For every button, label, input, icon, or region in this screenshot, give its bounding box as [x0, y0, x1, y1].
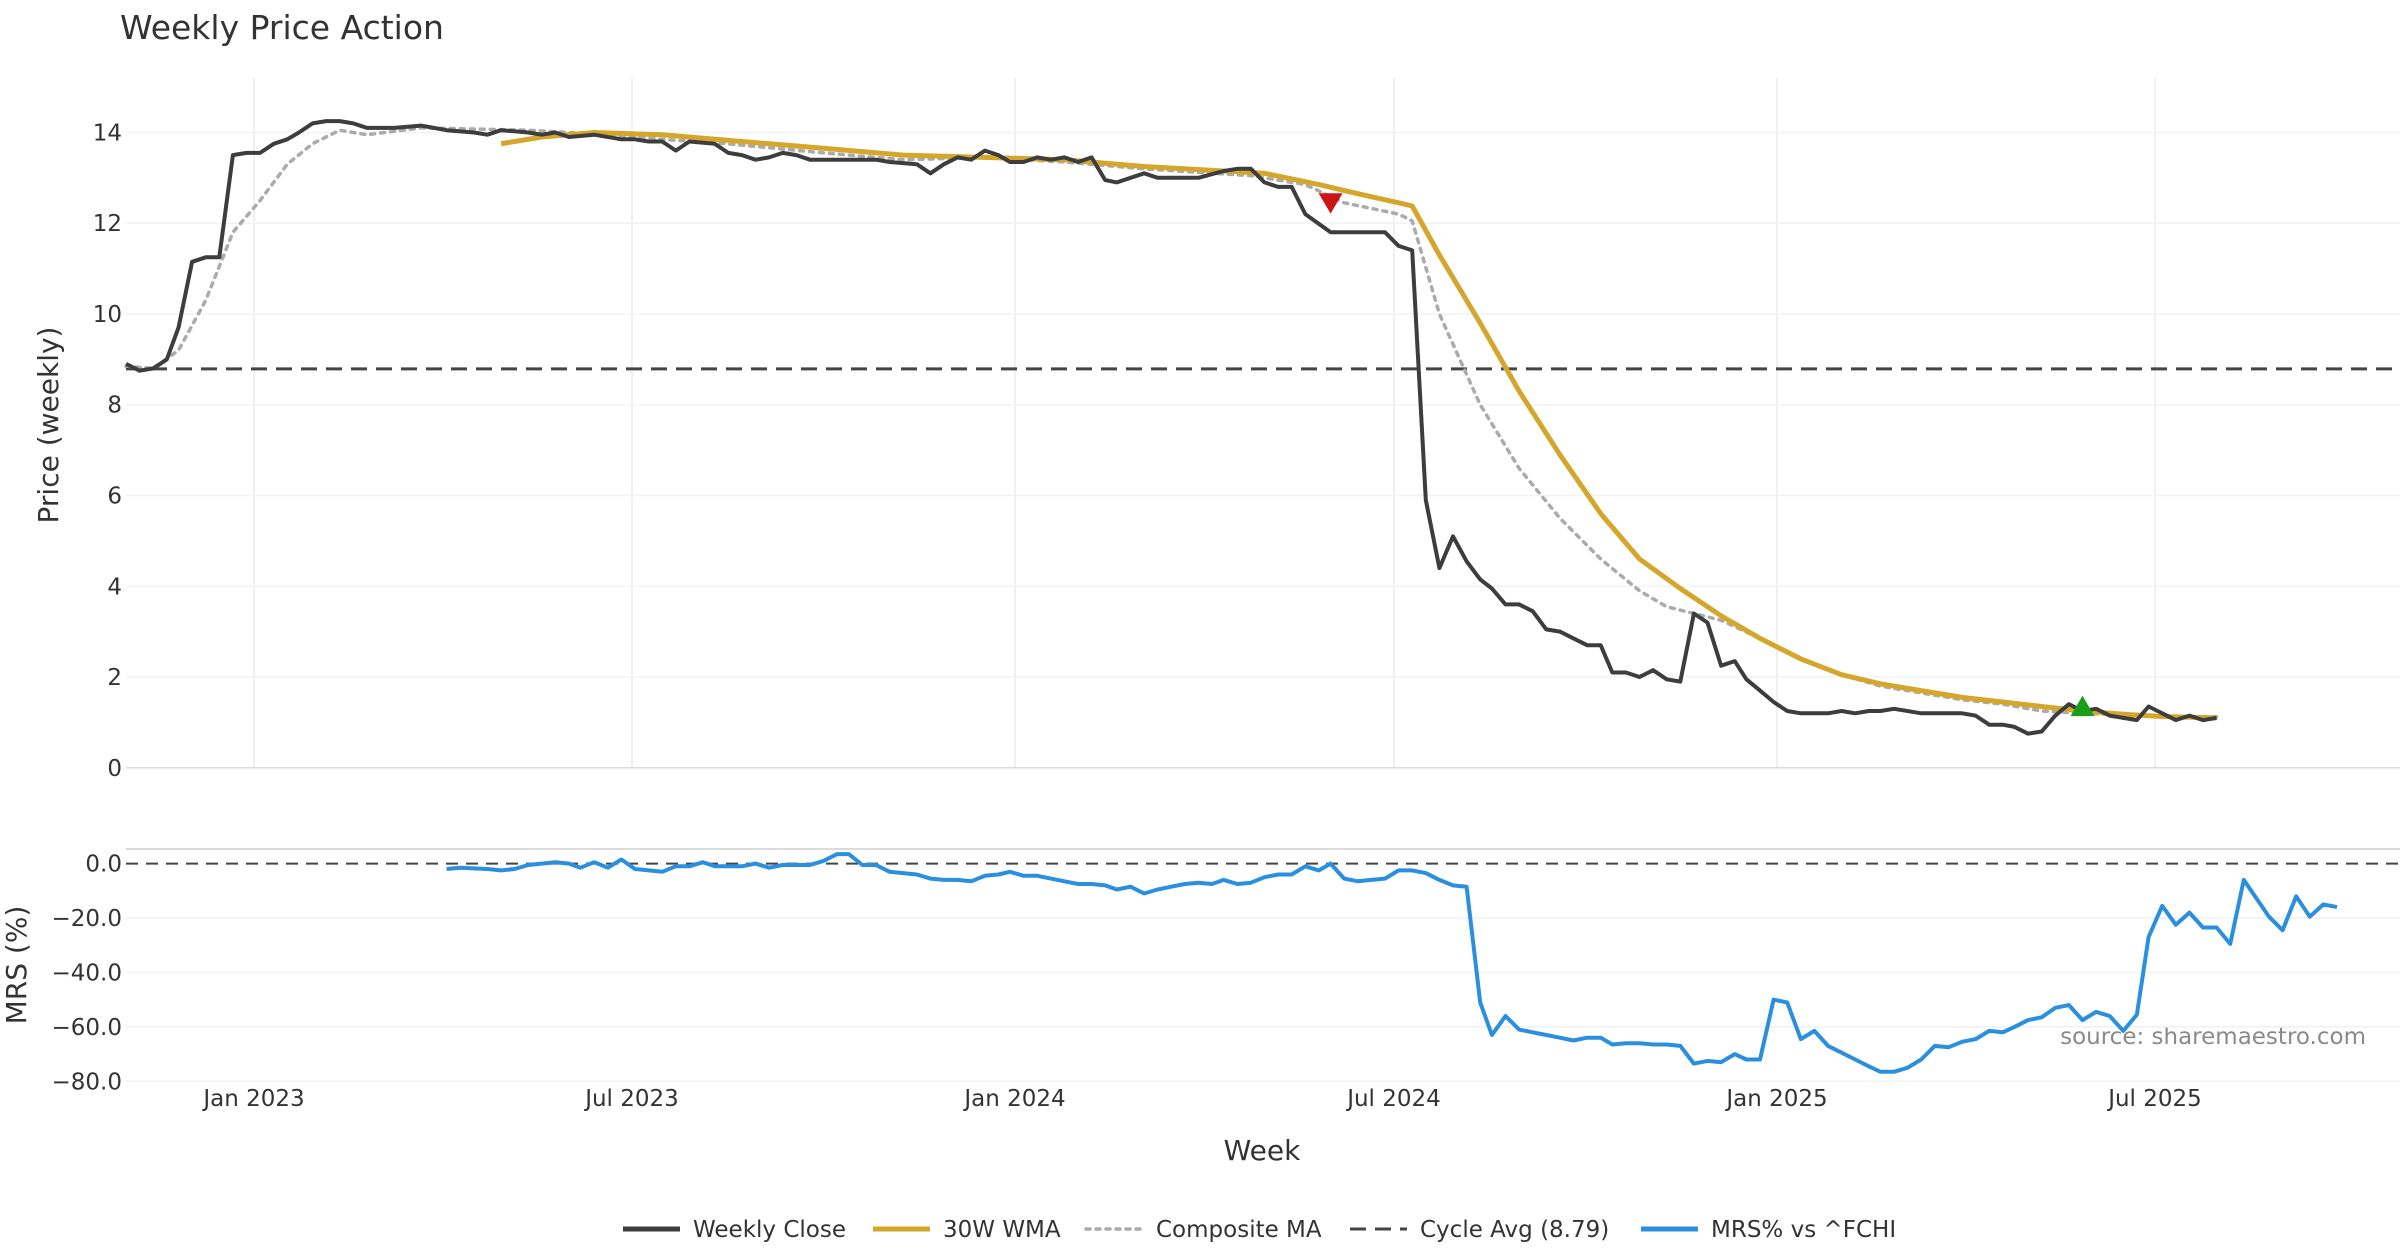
- x-tick-label: Jan 2024: [962, 1086, 1065, 1112]
- mrs-line: [446, 852, 2338, 1074]
- price-tick-label: 6: [107, 483, 122, 509]
- price-tick-label: 8: [107, 393, 122, 419]
- legend-label: MRS% vs ^FCHI: [1711, 1217, 1896, 1243]
- x-tick-label: Jul 2025: [2106, 1086, 2202, 1112]
- x-axis-title: Week: [1224, 1134, 1301, 1167]
- x-tick-label: Jan 2025: [1724, 1086, 1827, 1112]
- composite-ma-line: [124, 126, 2219, 719]
- mrs-tick-label: −40.0: [52, 960, 122, 986]
- x-tick-label: Jul 2024: [1345, 1086, 1441, 1112]
- price-tick-label: 0: [107, 756, 122, 782]
- mrs-tick-label: −80.0: [52, 1069, 122, 1095]
- mrs-axis-title: MRS (%): [0, 906, 33, 1025]
- legend-label: Composite MA: [1156, 1217, 1322, 1243]
- wma-30w-line: [500, 130, 2217, 721]
- source-note: source: sharemaestro.com: [2060, 1024, 2366, 1050]
- sell-signal-marker: [1318, 193, 1343, 214]
- price-axis-title: Price (weekly): [32, 327, 65, 524]
- price-tick-label: 2: [107, 665, 122, 691]
- mrs-tick-label: 0.0: [85, 852, 122, 878]
- price-tick-label: 12: [93, 211, 122, 237]
- price-tick-label: 14: [93, 120, 122, 146]
- mrs-tick-label: −20.0: [52, 906, 122, 932]
- buy-signal-marker: [2070, 695, 2095, 717]
- price-tick-label: 10: [93, 302, 122, 328]
- legend-label: Cycle Avg (8.79): [1420, 1217, 1609, 1243]
- weekly-close-line: [125, 119, 2217, 736]
- chart-title: Weekly Price Action: [120, 8, 444, 47]
- legend-label: Weekly Close: [693, 1217, 846, 1243]
- legend-label: 30W WMA: [943, 1217, 1061, 1243]
- price-tick-label: 4: [107, 574, 122, 600]
- mrs-tick-label: −60.0: [52, 1015, 122, 1041]
- x-tick-label: Jul 2023: [583, 1086, 679, 1112]
- x-tick-label: Jan 2023: [201, 1086, 304, 1112]
